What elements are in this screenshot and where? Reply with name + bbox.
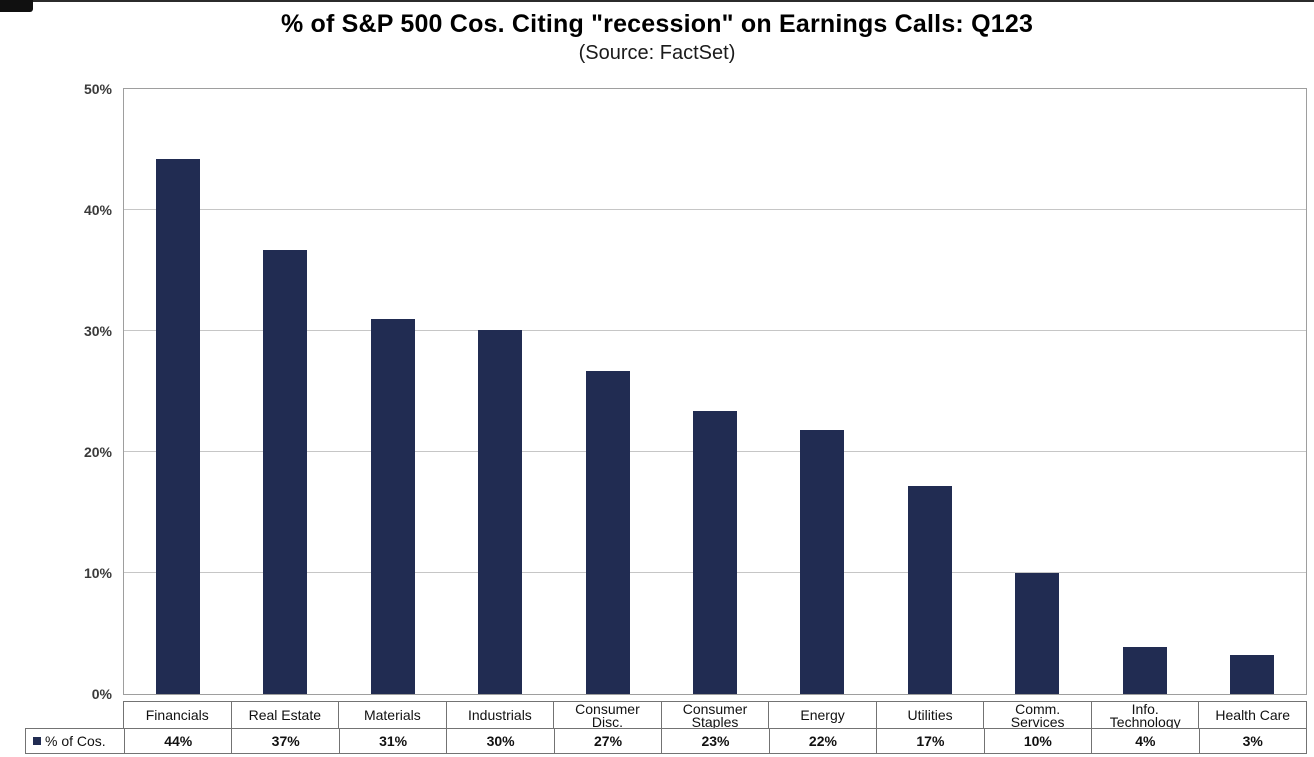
value-cell: 37% bbox=[231, 729, 338, 753]
data-table-value-row: % of Cos. 44% 37% 31% 30% 27% 23% 22% 17% 10% 4% 3… bbox=[25, 728, 1307, 754]
bar-consumer-staples bbox=[693, 410, 737, 694]
gridline bbox=[124, 209, 1306, 210]
category-cell: Industrials bbox=[445, 702, 554, 729]
screen-top-edge-artifact bbox=[0, 0, 1314, 2]
value-cell: 23% bbox=[661, 729, 768, 753]
category-cell: Info. Technology bbox=[1090, 702, 1199, 729]
chart-subtitle: (Source: FactSet) bbox=[578, 42, 736, 64]
value-cell: 4% bbox=[1091, 729, 1198, 753]
bar-health-care bbox=[1230, 655, 1275, 694]
value-cell: 31% bbox=[338, 729, 446, 753]
value-cell: 22% bbox=[768, 729, 876, 753]
y-axis: 0% 10% 20% 30% 40% 50% bbox=[0, 81, 112, 702]
bar-utilities bbox=[907, 485, 952, 694]
plot-area bbox=[123, 88, 1307, 695]
chart-title: % of S&P 500 Cos. Citing "recession" on … bbox=[280, 10, 1034, 38]
value-cell: 44% bbox=[124, 729, 231, 753]
y-tick-label: 40% bbox=[83, 202, 112, 218]
bar-comm-services bbox=[1015, 573, 1060, 694]
bar-info-technology bbox=[1122, 646, 1167, 694]
bar-real-estate bbox=[263, 249, 308, 694]
category-cell: Materials bbox=[338, 702, 446, 729]
series-legend-marker-icon bbox=[33, 737, 41, 745]
category-label-row: Financials Real Estate Materials Industrial… bbox=[123, 701, 1307, 729]
category-cell: Comm. Services bbox=[983, 702, 1091, 729]
category-cell: Health Care bbox=[1198, 702, 1306, 729]
value-cell: 27% bbox=[553, 729, 661, 753]
category-cell: Financials bbox=[145, 707, 209, 723]
value-cell: 3% bbox=[1198, 729, 1306, 753]
bar-consumer-disc- bbox=[585, 370, 630, 694]
series-legend-label: % of Cos. bbox=[45, 733, 106, 749]
category-cell: Consumer Staples bbox=[660, 702, 769, 729]
bar-materials bbox=[370, 318, 415, 694]
y-tick-label: 50% bbox=[83, 81, 112, 97]
category-cell: Utilities bbox=[875, 702, 984, 729]
top-left-corner-artifact bbox=[0, 0, 33, 12]
legend-cell: % of Cos. bbox=[26, 729, 124, 753]
value-cell: 10% bbox=[983, 729, 1091, 753]
category-cell: Consumer Disc. bbox=[553, 702, 661, 729]
category-cell: Real Estate bbox=[230, 702, 339, 729]
y-tick-label: 20% bbox=[83, 444, 112, 460]
bar-energy bbox=[800, 430, 845, 694]
bar-financials bbox=[155, 159, 200, 694]
value-cell: 30% bbox=[446, 729, 553, 753]
y-tick-label: 10% bbox=[83, 565, 112, 581]
category-cell: Energy bbox=[768, 702, 876, 729]
bar-industrials bbox=[478, 329, 523, 694]
y-tick-label: 0% bbox=[91, 686, 112, 702]
y-tick-label: 30% bbox=[83, 323, 112, 339]
gridline bbox=[124, 330, 1306, 331]
value-cell: 17% bbox=[876, 729, 983, 753]
